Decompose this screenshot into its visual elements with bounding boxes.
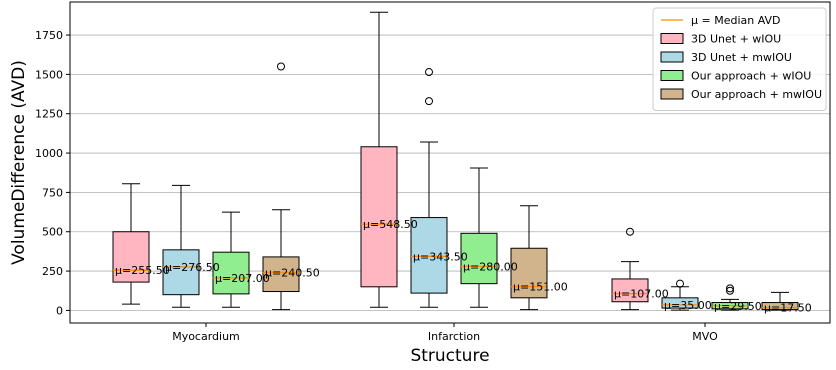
- box-2-2: [711, 284, 749, 311]
- box-body: [460, 232, 498, 285]
- legend-entry: Our approach + wIOU: [691, 70, 811, 83]
- x-tick-label: MVO: [692, 330, 718, 343]
- box-3-1: [510, 205, 548, 311]
- y-tick-label: 500: [42, 226, 63, 239]
- y-tick-label: 1500: [35, 68, 63, 81]
- legend-frame: [652, 7, 827, 111]
- outlier-point: [425, 68, 433, 77]
- median-value-label: μ=35.00: [664, 299, 712, 312]
- legend-swatch: [660, 70, 684, 81]
- median-value-label: μ=343.50: [413, 250, 468, 263]
- x-axis-title: Structure: [410, 346, 489, 366]
- legend-swatch: [660, 88, 684, 100]
- median-value-label: μ=276.50: [165, 261, 220, 274]
- box-2-0: [212, 211, 250, 308]
- box-body: [262, 256, 300, 293]
- box-body: [112, 231, 150, 283]
- outlier-point: [726, 286, 734, 295]
- outlier-point: [626, 227, 634, 236]
- box-3-0: [262, 62, 300, 311]
- box-3-2: [761, 291, 799, 311]
- outlier-point: [277, 62, 285, 71]
- legend: μ = Median AVD 3D Unet + wIOU 3D Unet + mw…: [652, 7, 827, 111]
- box-1-1: [410, 68, 448, 308]
- y-tick-label: 1750: [35, 29, 63, 42]
- box-body: [410, 217, 448, 294]
- y-tick-label: 750: [42, 186, 63, 199]
- legend-swatch: [660, 51, 684, 63]
- median-value-label: μ=29.50: [714, 300, 762, 313]
- y-axis-ticks: 0 250 500 750 1000 1250 1500 1750: [35, 29, 70, 317]
- box-body: [611, 278, 649, 303]
- median-value-label: μ=151.00: [513, 281, 568, 294]
- y-tick-label: 0: [56, 304, 63, 317]
- box-plots: [112, 11, 799, 311]
- legend-entry-median: μ = Median AVD: [691, 14, 781, 27]
- y-tick-label: 1250: [35, 108, 63, 121]
- box-1-0: [162, 184, 200, 308]
- box-body: [212, 251, 250, 295]
- y-tick-label: 1000: [35, 147, 63, 160]
- box-body: [761, 302, 799, 311]
- x-tick-label: Myocardium: [172, 330, 240, 343]
- median-value-label: μ=280.00: [463, 260, 518, 273]
- box-0-1: [360, 11, 398, 308]
- box-2-1: [460, 167, 498, 308]
- legend-entry: Our approach + mwIOU: [691, 88, 822, 101]
- box-1-2: [661, 279, 699, 311]
- box-body: [360, 146, 398, 288]
- plot-frame: [69, 1, 831, 324]
- box-0-2: [611, 227, 649, 311]
- legend-swatch: [660, 33, 684, 44]
- outlier-point: [425, 97, 433, 106]
- x-tick-label: Infarction: [428, 330, 480, 343]
- median-value-label: μ=207.00: [215, 272, 270, 285]
- median-value-label: μ=548.50: [363, 218, 418, 231]
- box-body: [661, 297, 699, 309]
- median-value-label: μ=17.50: [764, 302, 812, 315]
- box-body: [162, 249, 200, 296]
- median-value-label: μ=240.50: [265, 267, 320, 280]
- outlier-point: [726, 284, 734, 293]
- legend-entry: 3D Unet + wIOU: [691, 33, 781, 46]
- median-value-label: μ=107.00: [614, 288, 669, 301]
- box-0-0: [112, 183, 150, 305]
- y-tick-label: 250: [42, 265, 63, 278]
- legend-entry: 3D Unet + mwIOU: [691, 51, 792, 64]
- outlier-point: [676, 279, 684, 288]
- y-axis-title: VolumeDifference (AVD): [9, 60, 29, 265]
- box-body: [510, 247, 548, 299]
- median-labels: μ=255.50 μ=548.50 μ=107.00 μ=276.50 μ=343.50…: [115, 218, 812, 315]
- median-value-label: μ=255.50: [115, 264, 170, 277]
- x-axis-ticks: Myocardium Infarction MVO: [172, 323, 718, 343]
